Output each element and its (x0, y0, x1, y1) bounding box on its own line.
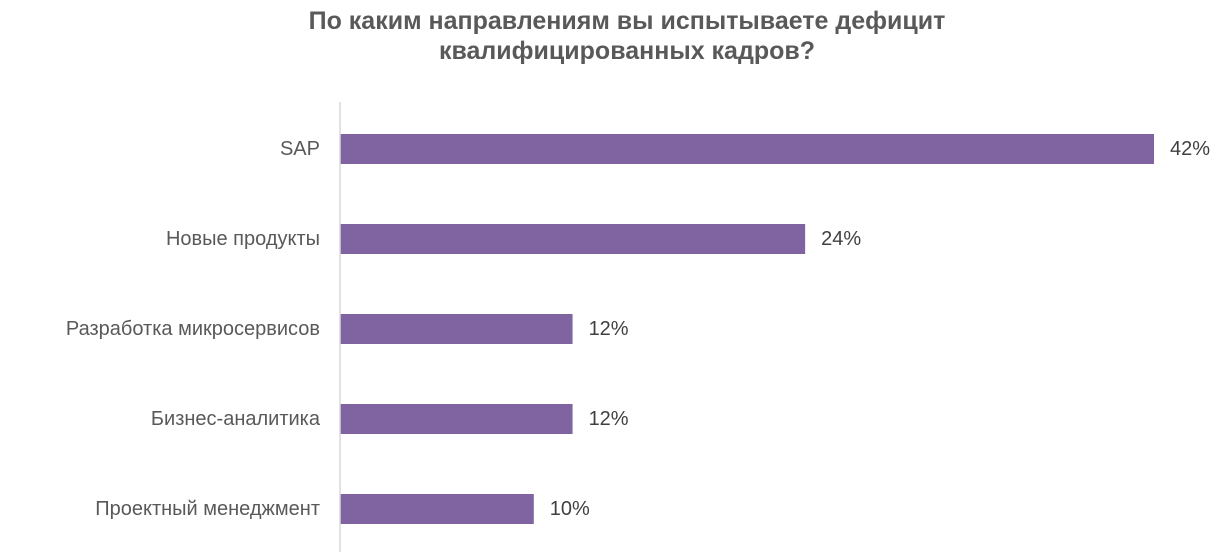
category-label-3: Разработка микросервисов (66, 318, 320, 340)
bar-1 (340, 134, 1154, 164)
value-label-3: 12% (589, 318, 629, 340)
bar-2 (340, 224, 806, 254)
bar-5 (340, 494, 534, 524)
chart-title-line-1: По каким направлениям вы испытываете деф… (308, 7, 946, 35)
value-label-5: 10% (550, 498, 590, 520)
category-label-5: Проектный менеджмент (95, 498, 320, 520)
category-label-4: Бизнес-аналитика (151, 408, 321, 430)
value-label-2: 24% (821, 228, 861, 250)
value-label-1: 42% (1170, 138, 1210, 160)
bars-group: SAP 42% Новые продукты 24% Разработка микрос… (66, 134, 1210, 524)
bar-4 (340, 404, 573, 434)
value-label-4: 12% (589, 408, 629, 430)
category-label-2: Новые продукты (166, 228, 320, 250)
chart-title: По каким направлениям вы испытываете деф… (0, 6, 1227, 66)
bar-3 (340, 314, 573, 344)
chart-title-line-2: квалифицированных кадров? (438, 37, 816, 65)
category-label-1: SAP (280, 138, 320, 160)
